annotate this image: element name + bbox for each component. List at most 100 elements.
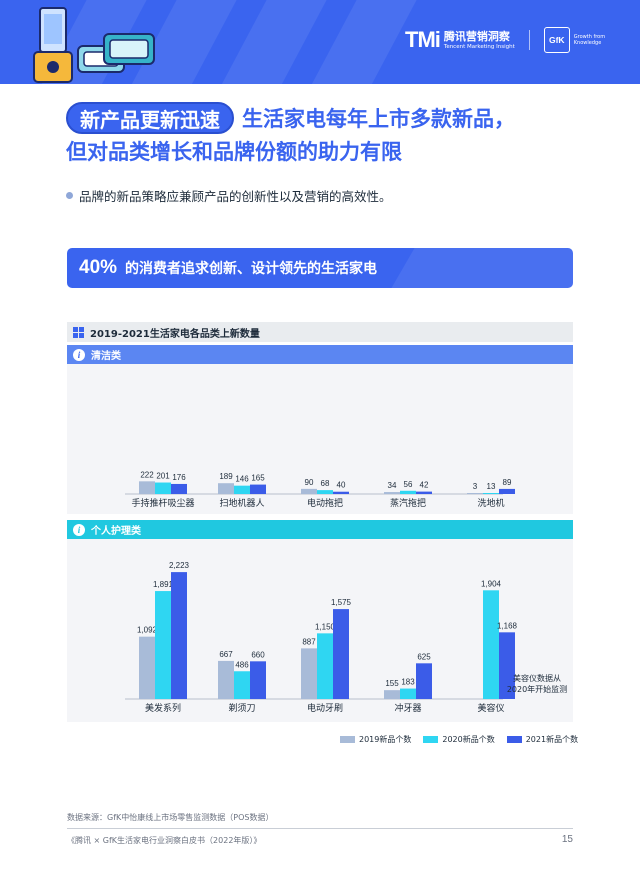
logo-divider [528,30,530,50]
value-label: 667 [219,650,233,659]
value-label: 165 [251,474,265,483]
grid-icon [73,326,84,338]
value-label: 1,168 [497,621,518,630]
value-label: 13 [487,482,496,491]
category-label: 手持推杆吸尘器 [131,497,194,509]
value-label: 1,891 [153,580,174,589]
bar-2019新品个数 [384,690,400,699]
category-title-cleaning: 清洁类 [91,351,121,362]
bar-2020新品个数 [234,671,250,699]
bar-2020新品个数 [483,493,499,494]
bar-2021新品个数 [171,483,187,494]
footer-divider [67,828,573,829]
bar-2021新品个数 [171,572,187,699]
category-label: 美容仪 [477,702,504,714]
value-label: 1,575 [331,598,352,607]
bar-2021新品个数 [333,609,349,699]
value-label: 56 [404,480,413,489]
highlight-banner: 40% 的消费者追求创新、设计领先的生活家电 [67,248,573,288]
category-label: 电动拖把 [307,497,343,509]
category-label: 扫地机器人 [219,497,264,509]
bar-2020新品个数 [234,485,250,494]
bar-2020新品个数 [317,490,333,494]
legend-item-2019: 2019新品个数 [340,734,411,745]
info-icon: i [73,348,85,361]
category-label: 剃须刀 [228,702,255,714]
bullet-point: 品牌的新品策略应兼顾产品的创新性以及营销的高效性。 [66,186,392,205]
value-label: 34 [388,481,397,490]
legend-item-2020: 2020新品个数 [423,734,495,745]
category-label: 电动牙刷 [307,702,343,714]
value-label: 2,223 [169,561,190,570]
chart-annotation: 2020年开始监测 [507,684,567,694]
bar-2021新品个数 [416,491,432,494]
gfk-tagline: Growth from Knowledge [573,34,606,46]
value-label: 1,150 [315,622,336,631]
bar-2020新品个数 [317,633,333,699]
value-label: 176 [172,473,186,482]
value-label: 40 [337,481,346,490]
data-source: 数据来源：GfK中怡康线上市场零售监测数据（POS数据） [67,813,274,822]
header-banner: TMi 腾讯营销洞察 Tencent Marketing Insight GfK… [0,0,640,84]
bar-2021新品个数 [250,484,266,494]
legend-label: 2019新品个数 [359,735,412,744]
value-label: 155 [385,679,399,688]
category-label: 洗地机 [477,497,504,509]
value-label: 486 [235,660,249,669]
bar-2020新品个数 [400,688,416,699]
highlight-text: 的消费者追求创新、设计领先的生活家电 [125,261,378,277]
legend-swatch [506,736,522,743]
chart-legend: 2019新品个数 2020新品个数 2021新品个数 [340,734,590,745]
category-label: 蒸汽拖把 [390,497,426,509]
legend-label: 2020新品个数 [442,735,495,744]
bar-2019新品个数 [384,492,400,494]
bullet-text: 品牌的新品策略应兼顾产品的创新性以及营销的高效性。 [79,189,392,204]
tmi-en-name: Tencent Marketing Insight [443,43,515,50]
bar-2019新品个数 [301,648,317,699]
category-title-personal-care: 个人护理类 [91,526,141,537]
bar-2020新品个数 [155,591,171,699]
bar-2020新品个数 [483,590,499,699]
value-label: 660 [251,650,265,659]
page-number: 15 [561,834,573,845]
bar-2019新品个数 [139,481,155,494]
chart-cleaning: 222 201 176 手持推杆吸尘器 189 146 165 扫地机器人 90 68 40 电动拖把… [125,470,515,509]
category-bar-cleaning: i 清洁类 [67,345,573,364]
bullet-dot-icon [66,192,73,199]
bar-2021新品个数 [333,491,349,494]
tmi-cn-name: 腾讯营销洞察 [443,29,510,43]
chart-panel-header: 2019-2021生活家电各品类上新数量 [67,322,573,342]
bar-2021新品个数 [416,663,432,699]
bar-2019新品个数 [139,636,155,699]
value-label: 1,904 [481,579,502,588]
tmi-logo: TMi [405,27,441,52]
title-line1-text: 生活家电每年上市多款新品， [242,107,515,131]
value-label: 183 [401,678,415,687]
bar-2019新品个数 [218,483,234,494]
legend-swatch [340,736,355,743]
legend-item-2021: 2021新品个数 [506,734,579,745]
bar-2020新品个数 [155,482,171,494]
footer-publication: 《腾讯 × GfK生活家电行业洞察白皮书（2022年版）》 [67,836,262,845]
value-label: 68 [321,479,330,488]
info-icon: i [73,523,85,536]
value-label: 42 [420,481,429,490]
bar-2021新品个数 [499,488,515,494]
category-label: 美发系列 [145,702,181,714]
category-bar-personal-care: i 个人护理类 [67,520,573,539]
title-pill: 新产品更新迅速 [66,102,234,134]
value-label: 146 [235,475,249,484]
value-label: 189 [219,472,233,481]
blender-appliance-icon [33,7,155,83]
legend-swatch [423,736,439,743]
value-label: 625 [417,652,431,661]
value-label: 201 [156,472,170,481]
value-label: 90 [305,478,314,487]
brand-logos: TMi 腾讯营销洞察 Tencent Marketing Insight GfK… [405,20,610,60]
value-label: 1,092 [137,626,158,635]
legend-label: 2021新品个数 [525,735,579,744]
bar-2021新品个数 [250,661,266,699]
value-label: 89 [503,478,512,487]
tmi-wordmark: 腾讯营销洞察 Tencent Marketing Insight [444,30,515,51]
